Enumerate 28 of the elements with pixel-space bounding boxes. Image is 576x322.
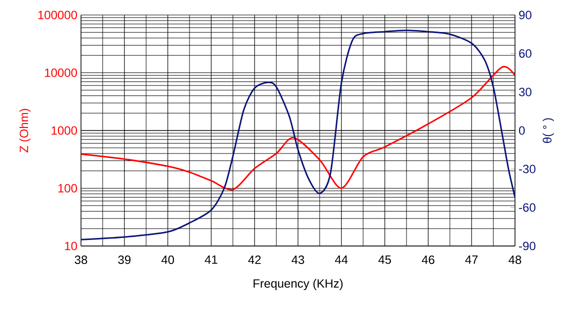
y-tick-label: 100000: [38, 10, 77, 20]
y2-tick-label: 0: [519, 126, 525, 135]
y-tick-label: 100: [58, 184, 77, 192]
y-axis-title: Z (Ohm): [19, 108, 31, 152]
y2-tick-label: 90: [519, 10, 532, 20]
x-tick-label: 39: [118, 256, 130, 264]
x-axis-title: Frequency (KHz): [254, 278, 343, 290]
x-tick-label: 48: [508, 256, 522, 264]
x-tick-label: 43: [292, 256, 304, 264]
y-tick-label: 10000: [45, 68, 77, 77]
y2-tick-label: -30: [519, 164, 536, 174]
y-tick-label: 1000: [52, 126, 77, 135]
y2-axis-title: θ( ° ): [542, 118, 554, 143]
y-tick-label: 10: [65, 242, 78, 250]
x-tick-label: 47: [465, 256, 478, 264]
x-tick-label: 42: [248, 256, 261, 264]
x-tick-label: 46: [422, 256, 434, 264]
line-series: [81, 66, 516, 190]
x-tick-label: 45: [378, 256, 391, 264]
y2-tick-label: 60: [519, 49, 532, 58]
y2-tick-label: 30: [518, 88, 532, 96]
y2-tick-label: -90: [519, 242, 536, 250]
x-tick-label: 41: [204, 256, 218, 264]
x-tick-label: 38: [74, 256, 88, 264]
x-tick-label: 44: [335, 256, 348, 264]
y2-tick-label: -60: [519, 203, 536, 212]
line-series: [81, 30, 516, 240]
x-tick-label: 40: [161, 256, 174, 264]
